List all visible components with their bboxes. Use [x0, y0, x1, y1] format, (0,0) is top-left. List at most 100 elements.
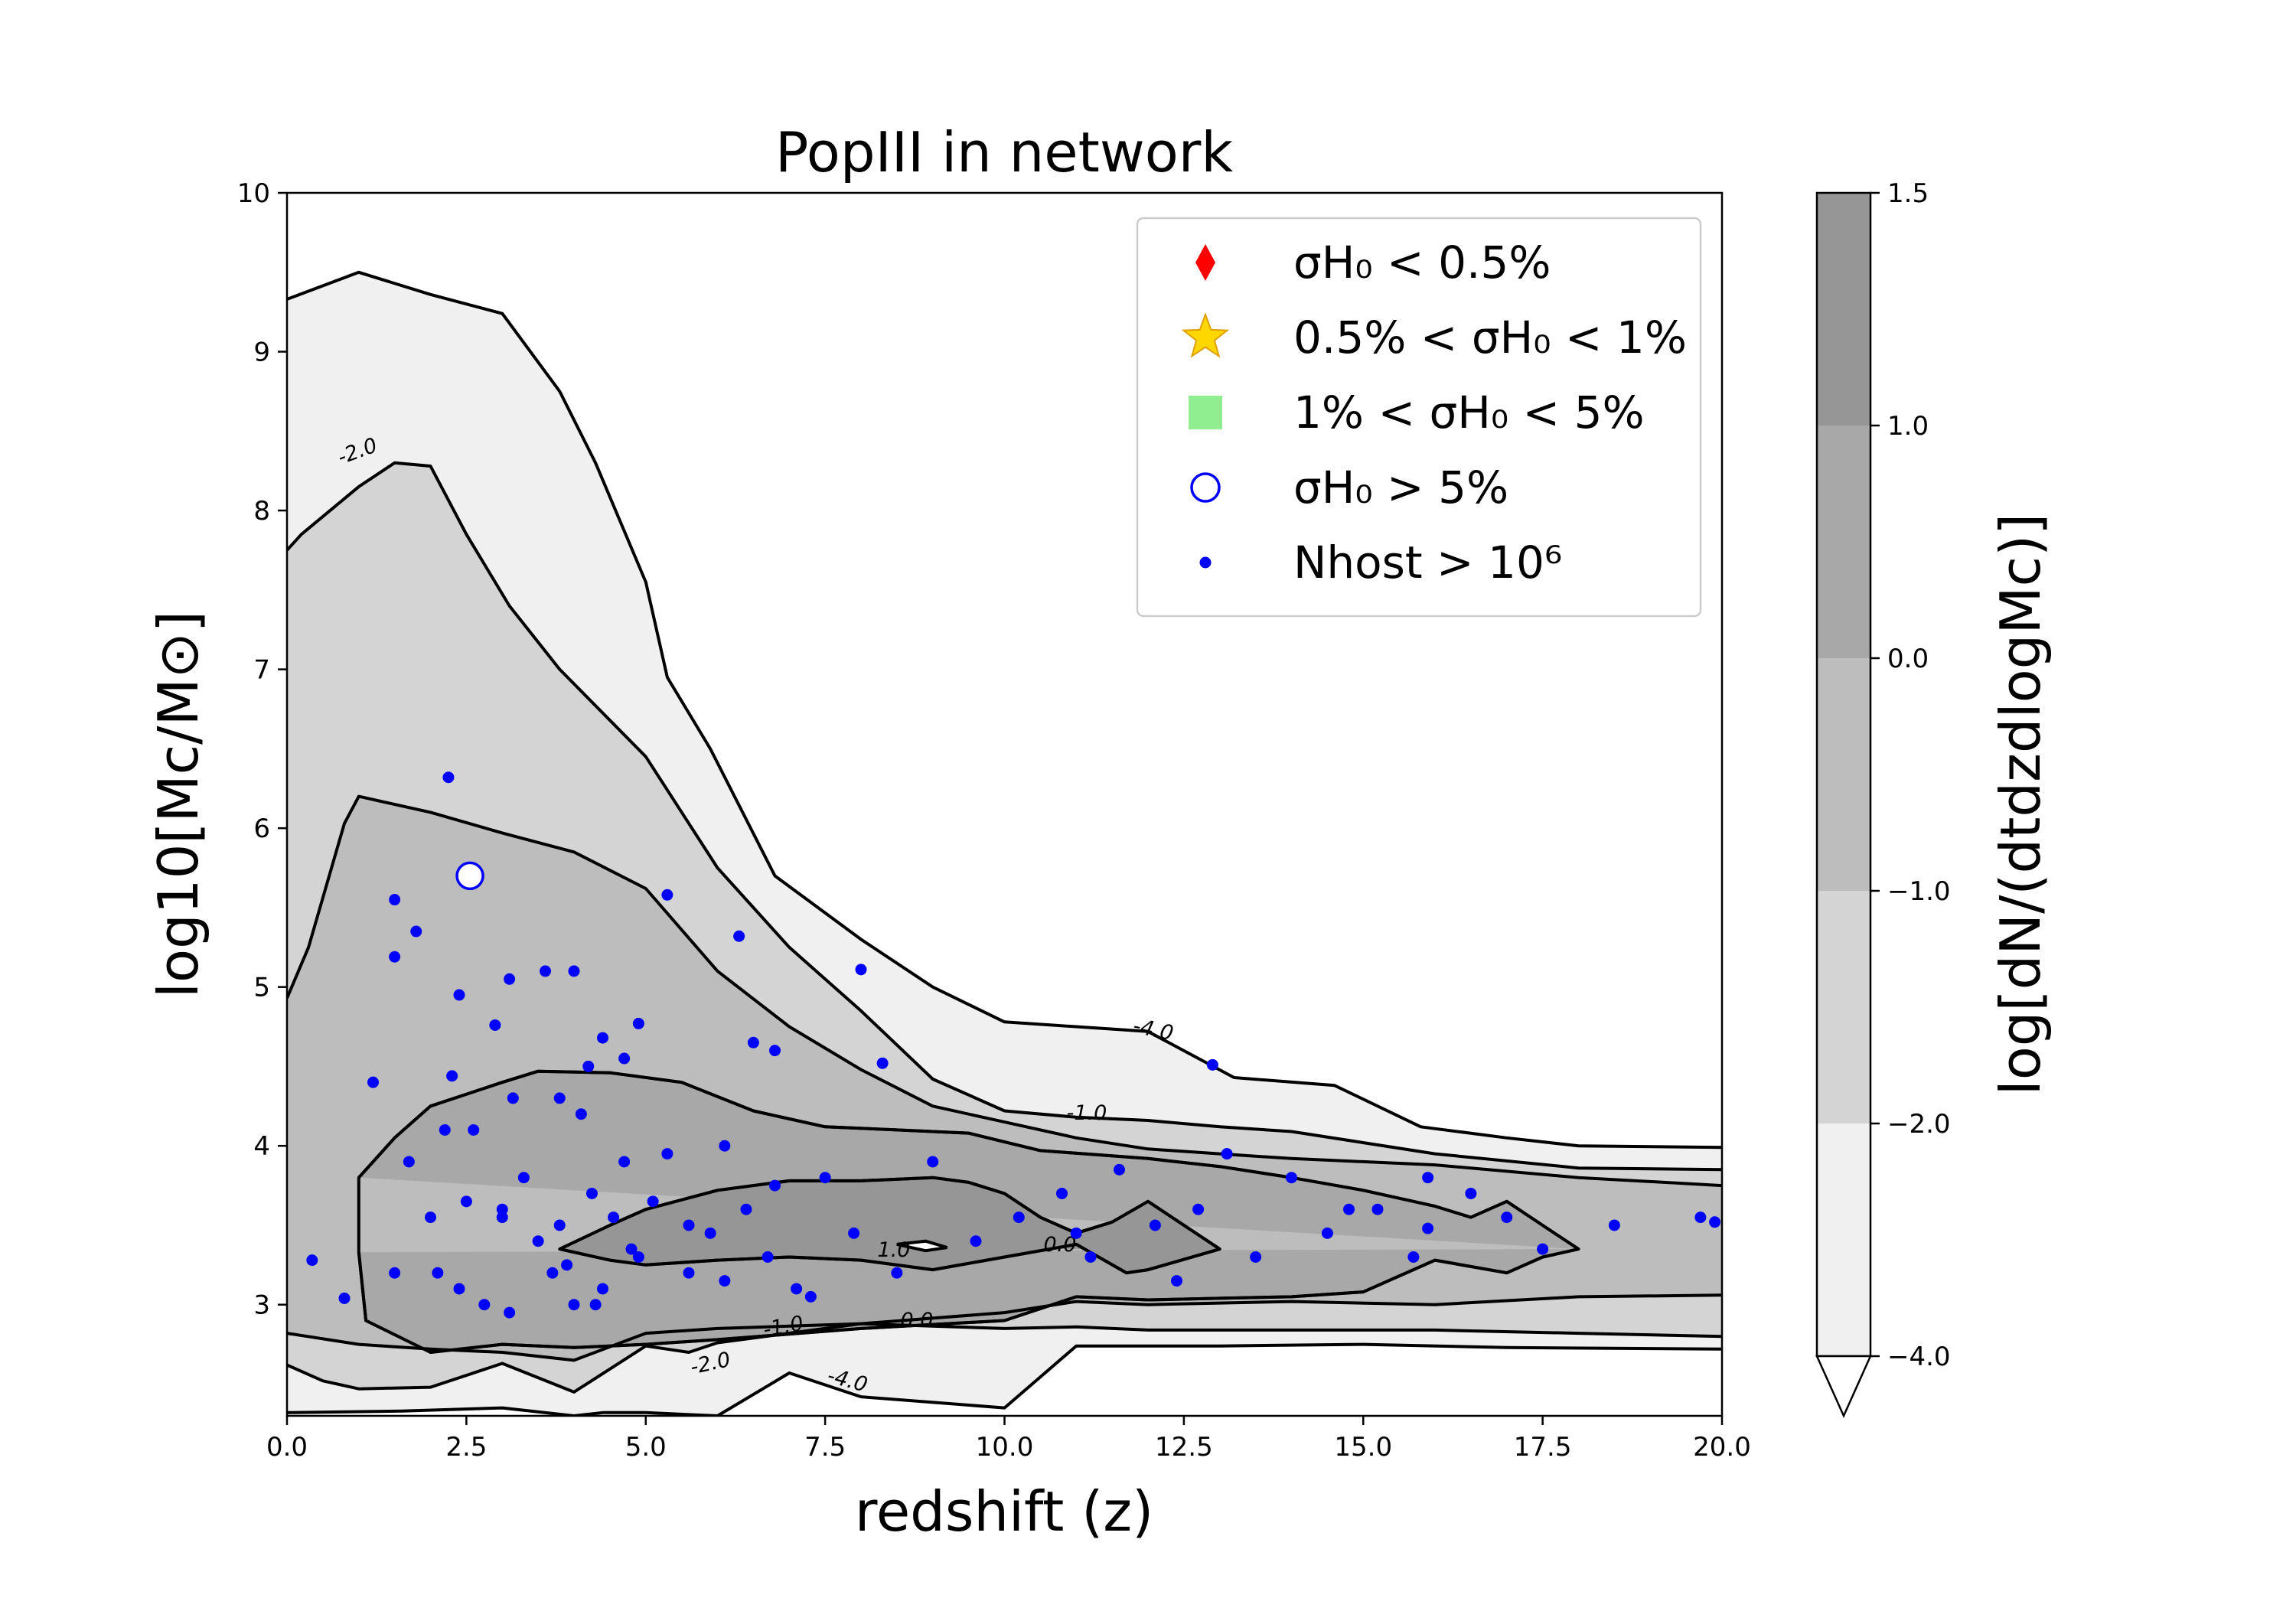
point-dot [432, 1267, 444, 1279]
point-dot [632, 1251, 644, 1263]
legend-label: 1% < σH₀ < 5% [1293, 386, 1645, 439]
point-dot [553, 1219, 566, 1231]
colorbar-band [1817, 426, 1870, 658]
contour-label: 0.0 [901, 1309, 934, 1332]
x-tick-label: 12.5 [1155, 1432, 1213, 1463]
y-tick-label: 8 [253, 496, 270, 527]
point-dot [478, 1299, 491, 1311]
y-axis-ticks: 3 4 5 6 7 8 9 10 [237, 178, 287, 1321]
y-tick-label: 6 [253, 814, 270, 844]
colorbar-band [1817, 1123, 1870, 1356]
point-dot [1286, 1172, 1297, 1184]
legend-label: σH₀ > 5% [1293, 461, 1508, 514]
point-dot [1171, 1275, 1182, 1287]
point-dot [532, 1235, 544, 1247]
point-dot [719, 1275, 731, 1287]
colorbar-band [1817, 658, 1870, 891]
point-dot [597, 1283, 608, 1295]
point-dot [597, 1032, 608, 1044]
legend-entries: σH₀ < 0.5% 0.5% < σH₀ < 1% 1% < σH₀ < 5% σH… [1181, 236, 1687, 589]
colorbar-band [1817, 193, 1870, 426]
colorbar-band [1817, 891, 1870, 1123]
point-dot [1501, 1212, 1513, 1224]
point-dot [1608, 1219, 1620, 1231]
x-tick-label: 5.0 [625, 1432, 667, 1463]
point-dot [489, 1019, 501, 1031]
contour-label: -1.0 [1067, 1101, 1107, 1125]
point-dot [1694, 1212, 1707, 1224]
point-dot [1084, 1251, 1097, 1263]
point-dot [425, 1212, 436, 1224]
colorbar-label: log[dN/(dtdzdlogMc)] [1988, 514, 2053, 1096]
y-tick-label: 7 [253, 655, 270, 686]
x-axis-title: redshift (z) [855, 1479, 1153, 1544]
point-dot [769, 1179, 781, 1192]
point-dot [540, 965, 551, 977]
contour-line-lower-0 [287, 1342, 1722, 1416]
point-dot [1192, 1203, 1205, 1215]
point-dot [561, 1259, 573, 1271]
y-tick-label: 3 [253, 1290, 270, 1321]
point-dot [618, 1052, 631, 1065]
point-dot [683, 1267, 695, 1279]
contour-line-lower-1 [287, 1322, 1722, 1394]
colorbar-tick-label: −2.0 [1887, 1109, 1951, 1140]
x-tick-label: 17.5 [1514, 1432, 1572, 1463]
colorbar-tick-label: 1.0 [1887, 411, 1929, 442]
point-dot [1709, 1216, 1721, 1228]
point-dot [306, 1254, 318, 1267]
point-dot [389, 951, 401, 963]
point-dot [504, 973, 516, 985]
point-dot [496, 1212, 508, 1224]
chart-title: PopIII in network [775, 120, 1233, 184]
point-dot [804, 1290, 817, 1303]
point-dot [647, 1195, 659, 1208]
point-dot [632, 1017, 644, 1029]
point-dot [575, 1108, 587, 1120]
point-dot [1013, 1212, 1025, 1224]
point-dot [608, 1212, 620, 1224]
point-dot [1537, 1243, 1549, 1255]
point-dot [661, 889, 673, 901]
point-dot [848, 1227, 860, 1239]
point-dot [546, 1267, 559, 1279]
y-tick-label: 10 [237, 178, 270, 209]
point-dot [1321, 1227, 1333, 1239]
contour-lines [287, 270, 1722, 1416]
scatter-points [306, 771, 1721, 1319]
colorbar-bands [1817, 193, 1870, 1356]
point-dot [1056, 1187, 1068, 1199]
x-tick-label: 0.0 [266, 1432, 308, 1463]
point-dot [568, 965, 580, 977]
point-dot [683, 1219, 695, 1231]
legend-label: 0.5% < σH₀ < 1% [1293, 311, 1687, 364]
point-dot [367, 1076, 379, 1088]
point-dot [970, 1235, 982, 1247]
contour-closed-3 [357, 1069, 1580, 1354]
x-tick-label: 2.5 [445, 1432, 487, 1463]
point-dot [1206, 1058, 1218, 1071]
point-dot [747, 1036, 759, 1048]
point-dot [855, 964, 867, 976]
contour-island-0 [896, 1239, 948, 1253]
contour-line-upper-2 [287, 794, 1722, 1188]
contour-label: 0.0 [1044, 1233, 1077, 1257]
x-tick-label: 10.0 [976, 1432, 1034, 1463]
point-dot [625, 1243, 638, 1255]
y-axis-title: log10[Mc/M⊙] [146, 611, 210, 998]
point-dot [661, 1148, 673, 1160]
point-dot [1114, 1163, 1125, 1176]
point-dot [927, 1156, 939, 1168]
point-dot [553, 1092, 566, 1104]
point-open-circle [455, 861, 484, 891]
point-dot [446, 1070, 458, 1082]
point-dot [403, 1156, 415, 1168]
colorbar-tick-label: 1.5 [1887, 178, 1929, 209]
contour-closed-4 [558, 1176, 1221, 1275]
point-dot [740, 1203, 752, 1215]
legend-label: Nhost > 10⁶ [1293, 536, 1562, 589]
point-dot [1422, 1222, 1434, 1234]
x-tick-label: 7.5 [804, 1432, 846, 1463]
